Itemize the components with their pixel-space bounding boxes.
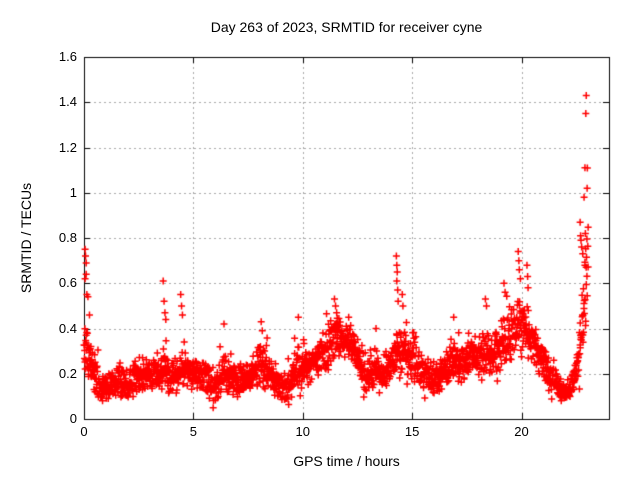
y-tick-label-1: 0.2 — [58, 365, 77, 381]
x-axis-label: GPS time / hours — [293, 453, 400, 469]
y-tick-label-3: 0.6 — [58, 275, 77, 291]
y-tick-label-8: 1.6 — [58, 49, 77, 64]
y-tick-label-4: 0.8 — [58, 230, 77, 245]
x-tick-label-1: 5 — [189, 424, 197, 439]
y-axis-label: SRMTID / TECUs — [18, 182, 34, 294]
x-tick-label-3: 15 — [404, 424, 420, 439]
y-tick-label-7: 1.4 — [58, 94, 77, 110]
x-tick-label-0: 0 — [80, 424, 88, 439]
x-tick-label-4: 20 — [514, 424, 529, 439]
chart-title: Day 263 of 2023, SRMTID for receiver cyn… — [210, 19, 483, 35]
y-tick-label-6: 1.2 — [58, 139, 77, 155]
x-tick-label-2: 10 — [295, 424, 310, 439]
y-tick-label-0: 0 — [69, 411, 77, 426]
y-tick-label-5: 1 — [69, 184, 77, 200]
y-tick-label-2: 0.4 — [58, 320, 77, 336]
